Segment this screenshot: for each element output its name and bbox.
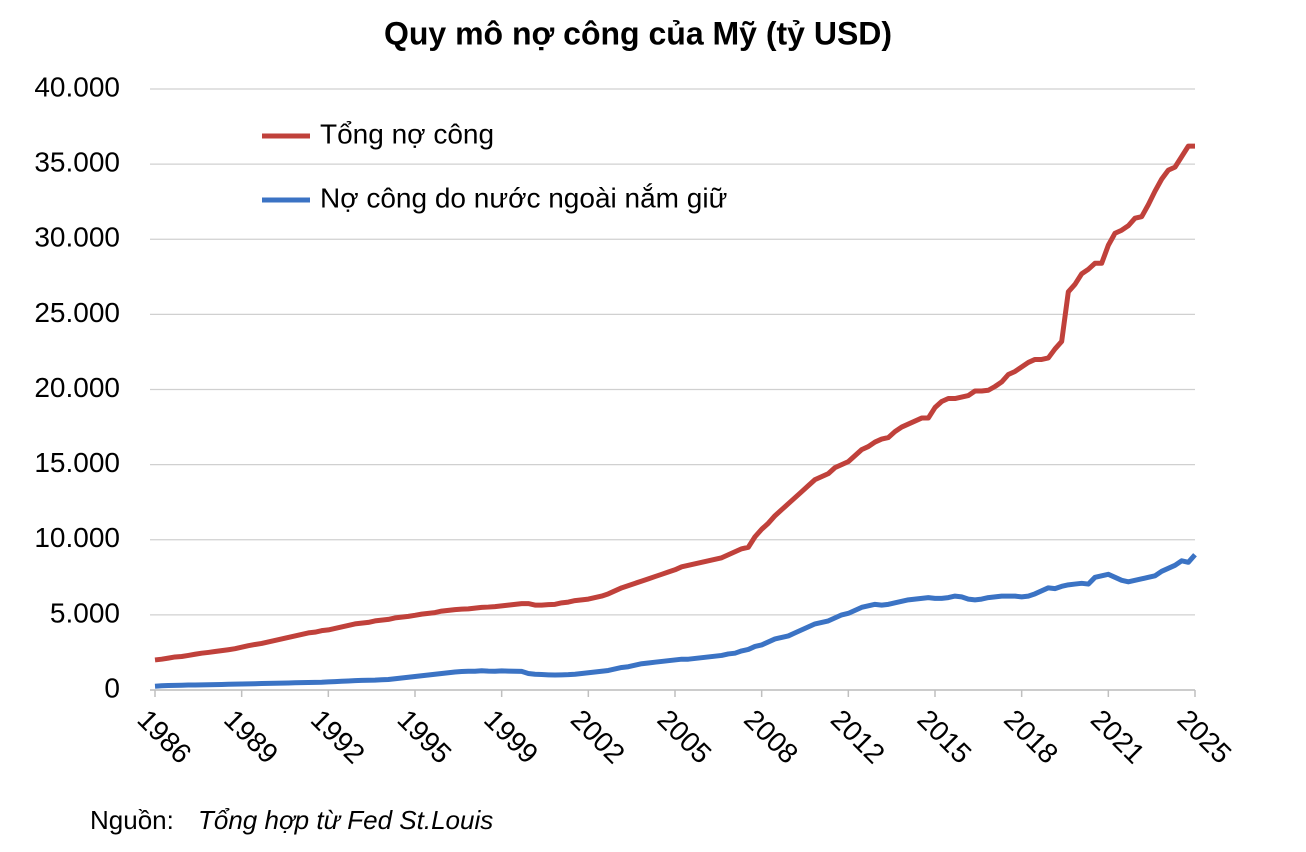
x-tick-label: 2015: [912, 704, 978, 770]
x-tick-label: 2005: [652, 704, 718, 770]
series-line: [154, 553, 1197, 689]
y-tick-label: 25.000: [34, 297, 120, 328]
x-tick-label: 1986: [132, 704, 198, 770]
source: Tổng hợp từ Fed St.Louis: [198, 805, 493, 835]
x-tick-label: 2012: [825, 704, 891, 770]
chart-title: Quy mô nợ công của Mỹ (tỷ USD): [384, 15, 892, 51]
x-tick-label: 1989: [218, 704, 284, 770]
y-tick-label: 10.000: [34, 522, 120, 553]
source-label: Nguồn:: [90, 805, 174, 835]
x-tick-label: 1999: [478, 704, 544, 770]
y-tick-label: 30.000: [34, 222, 120, 253]
x-tick-label: 2025: [1172, 704, 1238, 770]
y-tick-label: 5.000: [50, 597, 120, 628]
series-line: [154, 143, 1195, 663]
y-tick-label: 15.000: [34, 447, 120, 478]
x-tick-label: 2018: [998, 704, 1064, 770]
y-tick-label: 0: [104, 672, 120, 703]
legend-label: Tổng nợ công: [320, 118, 494, 149]
x-tick-label: 1992: [305, 704, 371, 770]
x-tick-label: 2021: [1085, 704, 1151, 770]
x-tick-label: 2002: [565, 704, 631, 770]
legend-label: Nợ công do nước ngoài nắm giữ: [320, 182, 727, 213]
y-tick-label: 20.000: [34, 372, 120, 403]
y-tick-label: 40.000: [34, 71, 120, 102]
x-tick-label: 1995: [392, 704, 458, 770]
x-tick-label: 2008: [738, 704, 804, 770]
y-tick-label: 35.000: [34, 147, 120, 178]
